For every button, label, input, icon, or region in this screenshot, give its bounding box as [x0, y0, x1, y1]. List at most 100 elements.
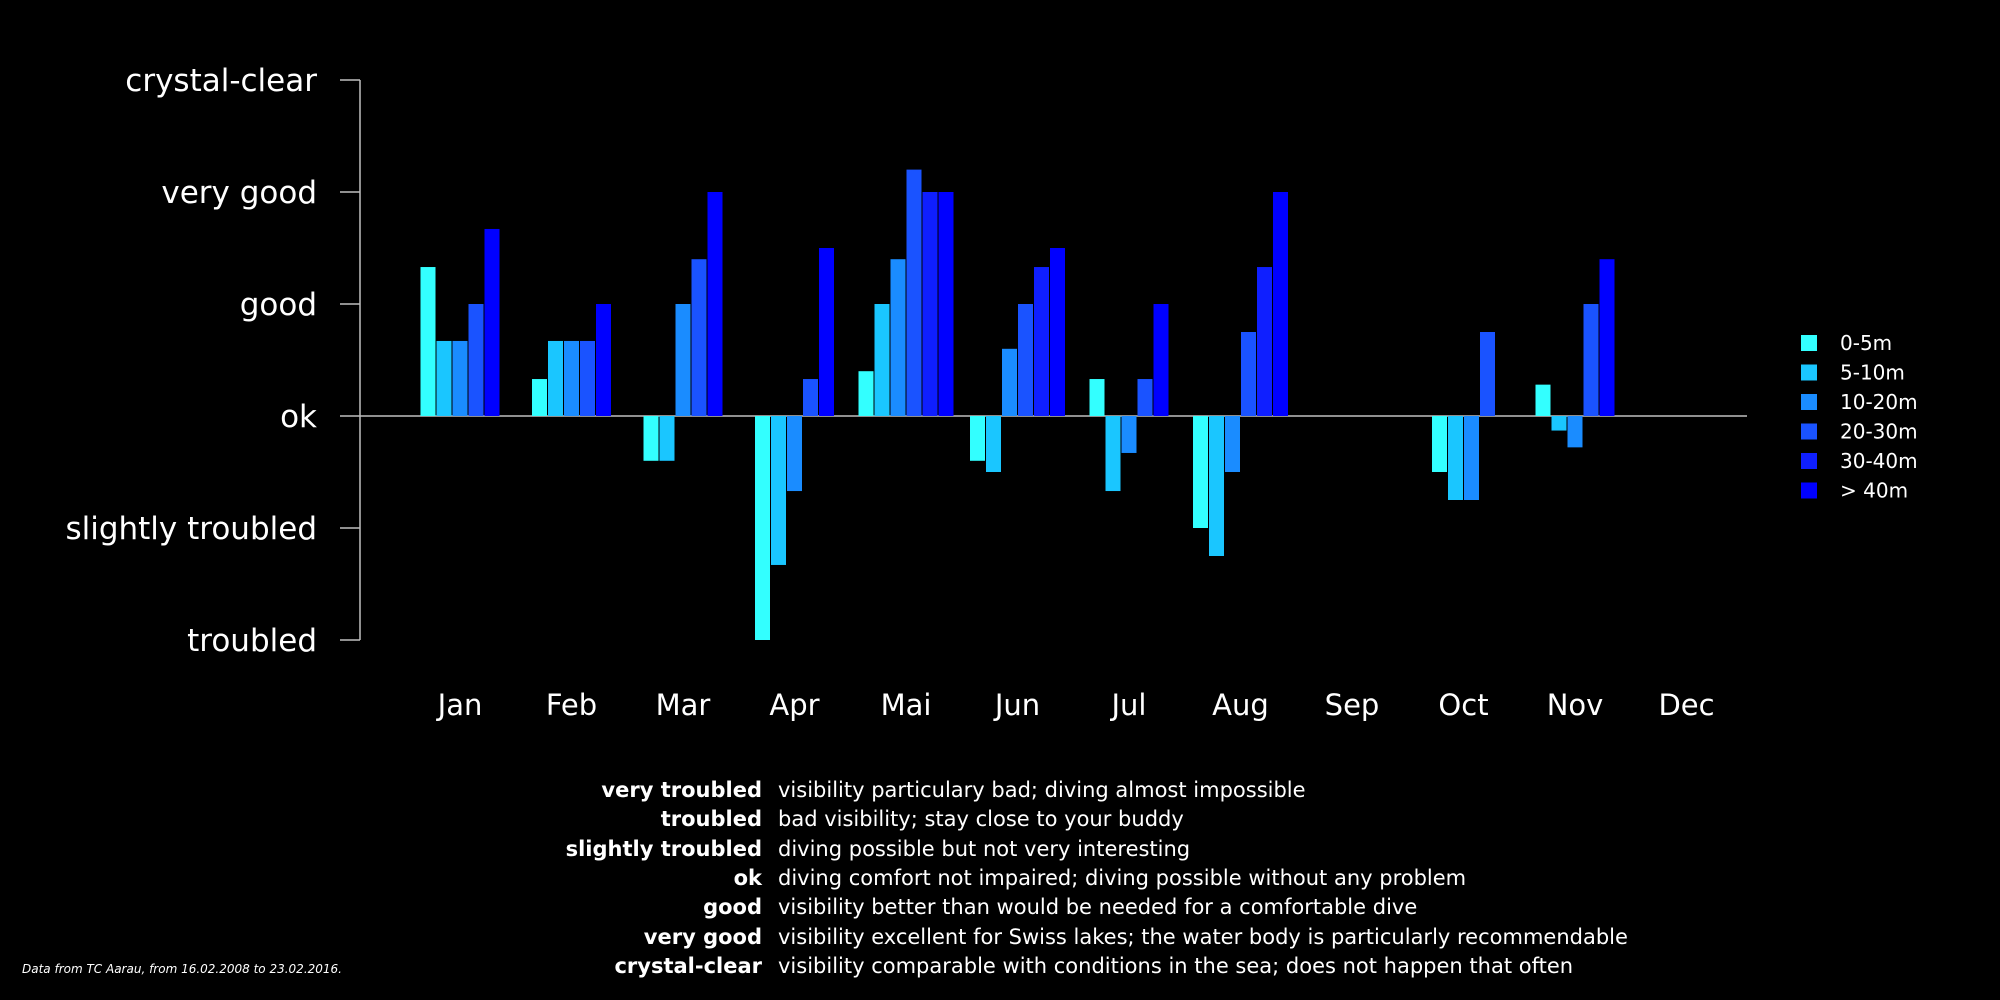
definition-description: diving possible but not very interesting: [778, 835, 1190, 864]
bar: [986, 416, 1001, 472]
definition-term: troubled: [661, 805, 762, 834]
bar: [1480, 332, 1495, 416]
bar: [1122, 416, 1137, 453]
definition-term: crystal-clear: [614, 952, 762, 981]
definition-term: ok: [734, 864, 762, 893]
y-tick-label: very good: [161, 175, 317, 211]
x-tick-label: Jul: [1110, 688, 1147, 722]
y-axis-labels: troubled slightly troubled ok good very good…: [65, 63, 317, 659]
legend-label: 5-10m: [1840, 361, 1905, 385]
bar: [1106, 416, 1121, 491]
definition-description: visibility excellent for Swiss lakes; th…: [778, 923, 1628, 952]
legend-label: 30-40m: [1840, 449, 1918, 473]
x-tick-label: Jan: [436, 688, 483, 722]
definition-term: good: [703, 893, 762, 922]
bar: [1154, 304, 1169, 416]
bar: [548, 341, 563, 416]
bar: [755, 416, 770, 640]
bar: [771, 416, 786, 565]
bar: [1536, 385, 1551, 416]
bar: [1600, 259, 1615, 416]
definition-row: very troubled visibility particulary bad;…: [0, 776, 2000, 805]
bar: [1090, 379, 1105, 416]
bar: [708, 192, 723, 416]
x-tick-label: Nov: [1547, 688, 1604, 722]
source-note: Data from TC Aarau, from 16.02.2008 to 2…: [22, 962, 342, 976]
definition-term: very troubled: [601, 776, 762, 805]
bar: [1241, 332, 1256, 416]
bar: [1034, 267, 1049, 416]
legend-label: > 40m: [1840, 479, 1908, 503]
bar: [437, 341, 452, 416]
bar: [692, 259, 707, 416]
definition-term: very good: [644, 923, 762, 952]
bar: [803, 379, 818, 416]
x-axis-labels: Jan Feb Mar Apr Mai Jun Jul Aug Sep Oct Nov Dec: [436, 688, 1715, 722]
bar: [485, 229, 500, 416]
legend-swatch: [1801, 424, 1817, 440]
bar: [1225, 416, 1240, 472]
bar: [1584, 304, 1599, 416]
definition-term: slightly troubled: [566, 835, 762, 864]
bar: [907, 170, 922, 416]
bar: [469, 304, 484, 416]
definition-row: troubled bad visibility; stay close to yo…: [0, 805, 2000, 834]
definition-description: visibility particulary bad; diving almos…: [778, 776, 1306, 805]
bar: [1193, 416, 1208, 528]
legend-swatch: [1801, 365, 1817, 381]
bar: [875, 304, 890, 416]
definition-row: good visibility better than would be need…: [0, 893, 2000, 922]
bar: [564, 341, 579, 416]
definition-row: very good visibility excellent for Swiss …: [0, 923, 2000, 952]
x-tick-label: Aug: [1212, 688, 1269, 722]
bar: [891, 259, 906, 416]
bar: [421, 267, 436, 416]
y-tick-label: troubled: [187, 623, 317, 659]
x-tick-label: Feb: [546, 688, 597, 722]
bar: [1552, 416, 1567, 431]
bar: [1257, 267, 1272, 416]
x-tick-label: Mai: [881, 688, 932, 722]
bar: [1002, 349, 1017, 416]
bar: [453, 341, 468, 416]
legend: 0-5m 5-10m 10-20m 20-30m 30-40m > 40m: [1801, 331, 1918, 503]
definition-row: slightly troubled diving possible but not…: [0, 835, 2000, 864]
bar: [939, 192, 954, 416]
bar: [1138, 379, 1153, 416]
definition-description: visibility better than would be needed f…: [778, 893, 1417, 922]
bar: [596, 304, 611, 416]
x-tick-label: Dec: [1658, 688, 1714, 722]
bar: [970, 416, 985, 461]
bar: [859, 371, 874, 416]
bar: [1209, 416, 1224, 556]
chart-bars: [421, 170, 1615, 640]
legend-swatch: [1801, 483, 1817, 499]
definition-row: ok diving comfort not impaired; diving po…: [0, 864, 2000, 893]
bar: [1432, 416, 1447, 472]
definition-description: visibility comparable with conditions in…: [778, 952, 1573, 981]
definition-description: diving comfort not impaired; diving poss…: [778, 864, 1466, 893]
bar: [676, 304, 691, 416]
y-tick-label: crystal-clear: [125, 63, 317, 99]
x-tick-label: Oct: [1438, 688, 1488, 722]
legend-swatch: [1801, 335, 1817, 351]
x-tick-label: Mar: [656, 688, 711, 722]
y-tick-label: slightly troubled: [65, 511, 317, 547]
bar: [1050, 248, 1065, 416]
legend-label: 20-30m: [1840, 420, 1918, 444]
y-tick-label: good: [240, 287, 317, 323]
bar: [660, 416, 675, 461]
y-tick-label: ok: [280, 399, 317, 435]
legend-label: 10-20m: [1840, 390, 1918, 414]
bar: [787, 416, 802, 491]
bar: [923, 192, 938, 416]
legend-swatch: [1801, 453, 1817, 469]
bar: [1273, 192, 1288, 416]
bar: [1464, 416, 1479, 500]
x-tick-label: Apr: [769, 688, 819, 722]
x-tick-label: Jun: [993, 688, 1040, 722]
bar: [532, 379, 547, 416]
definition-description: bad visibility; stay close to your buddy: [778, 805, 1184, 834]
bar: [1568, 416, 1583, 447]
bar: [1018, 304, 1033, 416]
